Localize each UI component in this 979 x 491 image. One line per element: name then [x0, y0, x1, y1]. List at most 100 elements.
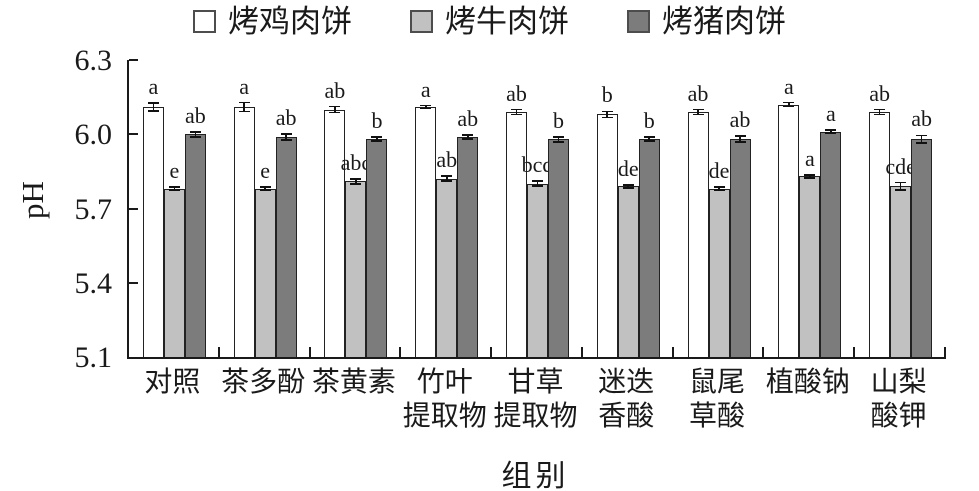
significance-letter: a: [804, 145, 815, 171]
significance-letter: ab: [275, 104, 297, 130]
legend-label: 烤猪肉饼: [662, 4, 786, 39]
error-bar: [878, 109, 881, 115]
error-bar-cap-top: [825, 129, 837, 132]
error-bar-cap-bottom: [420, 107, 432, 110]
bar-烤牛肉饼-7: [708, 188, 730, 357]
significance-letter: ab: [436, 147, 458, 173]
bar-烤猪肉饼-5: [548, 139, 569, 357]
legend-item-3: 烤猪肉饼: [627, 6, 786, 37]
error-bar-cap-top: [643, 136, 655, 139]
significance-letter: de: [617, 155, 639, 181]
error-bar-cap-bottom: [734, 141, 746, 144]
error-bar-cap-top: [511, 108, 522, 111]
error-bar-cap-bottom: [462, 137, 474, 140]
error-bar: [445, 176, 448, 182]
significance-letter: a: [148, 74, 159, 100]
error-bar-cap-top: [441, 175, 453, 178]
error-bar: [899, 182, 902, 190]
legend-item-2: 烤牛肉饼: [410, 6, 569, 37]
error-bar: [334, 106, 336, 113]
error-bar: [536, 181, 539, 187]
error-bar-cap-bottom: [441, 180, 453, 183]
legend-swatch-icon: [627, 10, 650, 33]
error-bar: [788, 102, 790, 107]
significance-letter: e: [169, 158, 180, 184]
bar-烤鸡肉饼-3: [324, 109, 346, 357]
error-bar-cap-bottom: [259, 189, 271, 192]
error-bar-cap-top: [553, 135, 564, 138]
bar-烤牛肉饼-9: [890, 186, 912, 357]
error-bar-cap-top: [329, 105, 341, 108]
error-bar-cap-top: [532, 180, 543, 183]
significance-letter: b: [643, 108, 655, 134]
error-bar-cap-top: [734, 135, 746, 138]
error-bar-cap-bottom: [874, 113, 886, 116]
error-bar: [697, 109, 699, 115]
significance-letter: b: [553, 107, 564, 133]
error-bar-cap-bottom: [189, 135, 201, 138]
error-bar: [355, 178, 357, 184]
significance-letter: a: [783, 73, 794, 99]
bar-烤鸡肉饼-7: [687, 111, 709, 357]
error-bar-cap-bottom: [916, 142, 928, 144]
y-axis-tick: [129, 281, 138, 284]
error-bar-cap-bottom: [825, 132, 837, 135]
bar-烤猪肉饼-4: [457, 136, 479, 357]
error-bar-cap-bottom: [553, 140, 564, 143]
y-tick-label: 6.0: [74, 118, 113, 152]
error-bar-cap-top: [601, 110, 613, 113]
significance-letter: de: [708, 158, 730, 184]
error-bar: [285, 133, 287, 140]
legend-swatch-icon: [193, 10, 216, 33]
legend-label: 烤牛肉饼: [445, 4, 569, 39]
bar-烤牛肉饼-3: [345, 181, 367, 357]
error-bar-cap-bottom: [804, 176, 816, 179]
significance-letter: b: [371, 108, 383, 134]
x-category-label: 山梨 酸钾: [870, 367, 927, 432]
significance-letter: cde: [885, 153, 916, 179]
significance-letter: a: [239, 73, 250, 99]
y-axis-tick: [129, 207, 138, 210]
error-bar-cap-bottom: [713, 189, 725, 192]
error-bar-cap-top: [462, 133, 474, 136]
x-category-label: 竹叶 提取物: [402, 367, 487, 432]
x-category-label: 甘草 提取物: [493, 367, 578, 432]
bar-烤牛肉饼-1: [163, 188, 185, 357]
x-axis-tick: [217, 347, 220, 357]
x-axis-title: 组别: [501, 460, 570, 491]
significance-letter: ab: [324, 77, 346, 103]
bar-烤牛肉饼-8: [799, 176, 821, 357]
error-bar-cap-bottom: [329, 111, 341, 114]
error-bar-cap-top: [238, 101, 250, 104]
significance-letter: ab: [457, 105, 479, 131]
error-bar-cap-bottom: [238, 110, 250, 113]
error-bar: [515, 109, 518, 115]
significance-letter: ab: [869, 80, 890, 106]
x-axis-tick: [762, 347, 765, 357]
bar-烤牛肉饼-4: [436, 178, 458, 357]
error-bar: [194, 131, 197, 137]
error-bar-cap-bottom: [168, 189, 180, 192]
bar-烤猪肉饼-8: [820, 131, 842, 357]
bar-烤鸡肉饼-9: [869, 111, 891, 357]
x-axis-tick: [308, 347, 311, 357]
error-bar-cap-top: [622, 183, 634, 186]
error-bar: [376, 137, 378, 142]
x-category-label: 茶黄素: [311, 367, 396, 398]
legend-item-1: 烤鸡肉饼: [193, 6, 352, 37]
error-bar-cap-bottom: [643, 140, 655, 143]
error-bar: [627, 184, 630, 188]
error-bar: [606, 111, 609, 118]
x-axis-tick: [853, 347, 856, 357]
x-category-label: 茶多酚: [221, 367, 306, 398]
significance-letter: ab: [184, 102, 206, 128]
error-bar-cap-top: [874, 108, 886, 111]
error-bar-cap-top: [189, 130, 201, 133]
bar-烤猪肉饼-6: [638, 139, 660, 357]
x-category-label: 对照: [144, 367, 201, 398]
error-bar-cap-bottom: [511, 113, 522, 116]
plot-area: a a ab a ab b ab a ab e e abc ab bcd de de a cde ab ab b ab b b…: [127, 59, 946, 359]
bar-烤鸡肉饼-8: [778, 104, 800, 357]
error-bar-cap-bottom: [692, 113, 704, 116]
